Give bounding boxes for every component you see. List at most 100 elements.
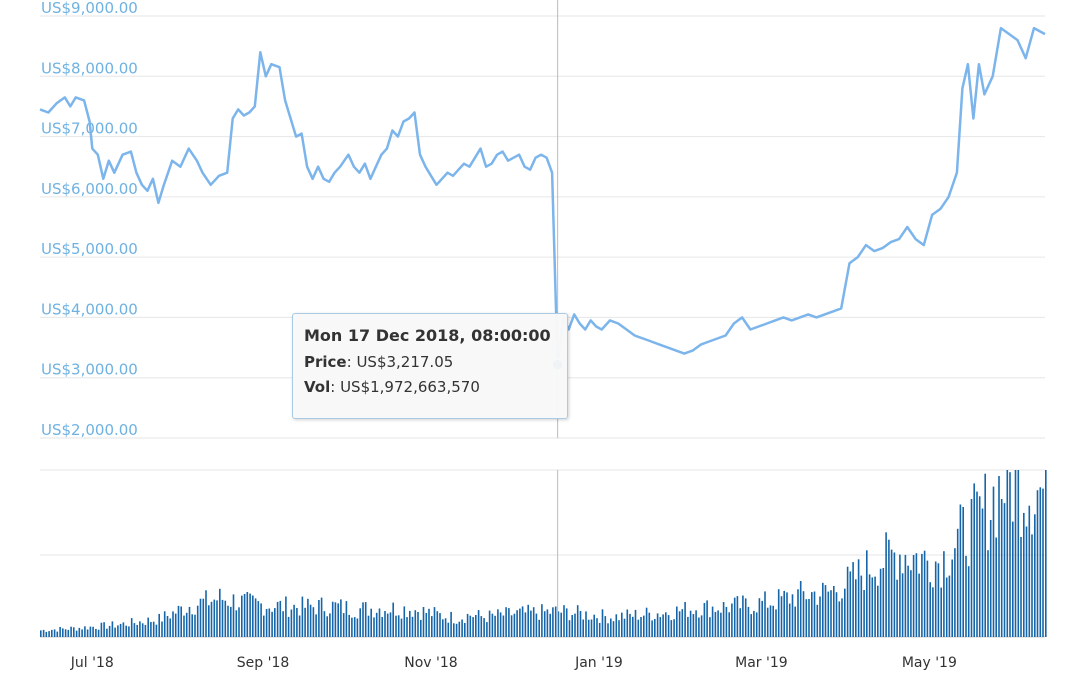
volume-bar bbox=[618, 620, 620, 637]
volume-bar bbox=[238, 607, 240, 637]
volume-bar bbox=[932, 587, 934, 637]
volume-bar bbox=[84, 626, 86, 637]
volume-bar bbox=[73, 627, 75, 637]
volume-bar bbox=[202, 598, 205, 637]
volume-bar bbox=[205, 590, 207, 637]
volume-bar bbox=[626, 609, 629, 637]
volume-bar bbox=[852, 562, 854, 637]
volume-bar bbox=[532, 607, 535, 637]
volume-bar bbox=[557, 611, 560, 637]
volume-bar bbox=[855, 579, 857, 637]
volume-bar bbox=[742, 595, 744, 637]
volume-bar bbox=[464, 623, 466, 637]
volume-bar bbox=[758, 598, 761, 637]
volume-bar bbox=[901, 573, 904, 637]
volume-bar bbox=[676, 606, 678, 637]
volume-bar bbox=[1039, 487, 1042, 637]
volume-bar bbox=[312, 607, 315, 637]
volume-bar bbox=[956, 528, 959, 637]
volume-bar bbox=[656, 613, 659, 637]
volume-bar bbox=[571, 615, 573, 637]
tooltip-vol-label: Vol bbox=[304, 378, 331, 396]
volume-bar bbox=[219, 588, 221, 637]
volume-bar bbox=[213, 599, 216, 637]
volume-bar bbox=[612, 621, 615, 637]
volume-bar bbox=[309, 604, 312, 637]
volume-bar bbox=[598, 622, 601, 637]
volume-bar bbox=[527, 604, 529, 637]
volume-bar bbox=[951, 559, 953, 637]
volume-bar bbox=[119, 623, 122, 637]
volume-bar bbox=[563, 605, 565, 637]
volume-bar bbox=[546, 609, 549, 637]
volume-bar bbox=[351, 617, 353, 637]
volume-bar bbox=[183, 615, 185, 637]
volume-bar bbox=[667, 615, 670, 637]
volume-bar bbox=[378, 608, 381, 637]
volume-bar bbox=[67, 629, 70, 637]
volume-bar bbox=[51, 629, 53, 637]
volume-bar bbox=[921, 553, 923, 637]
volume-bar bbox=[863, 590, 865, 637]
volume-bar bbox=[216, 600, 218, 637]
volume-bar bbox=[125, 625, 127, 637]
volume-bar bbox=[703, 603, 706, 637]
volume-bar bbox=[494, 615, 496, 637]
volume-bar bbox=[155, 624, 158, 637]
volume-bar bbox=[995, 537, 997, 637]
volume-bar bbox=[844, 588, 846, 637]
volume-bar bbox=[846, 566, 849, 637]
volume-bar bbox=[442, 619, 444, 637]
volume-bar bbox=[221, 599, 224, 637]
volume-bar bbox=[753, 610, 755, 637]
volume-bar bbox=[455, 623, 458, 637]
volume-bar bbox=[970, 499, 973, 637]
volume-bar bbox=[593, 614, 595, 637]
volume-bar bbox=[651, 620, 653, 637]
volume-bar bbox=[623, 618, 626, 637]
volume-bar bbox=[144, 624, 147, 637]
volume-bar bbox=[989, 520, 992, 637]
volume-bar bbox=[334, 602, 337, 637]
volume-bar bbox=[929, 582, 931, 637]
x-axis-label: Mar '19 bbox=[735, 655, 788, 671]
volume-bar bbox=[576, 605, 579, 637]
volume-bar bbox=[488, 610, 491, 637]
volume-bar bbox=[480, 616, 483, 637]
volume-bar bbox=[227, 605, 229, 637]
volume-bar bbox=[519, 608, 521, 637]
volume-bar bbox=[276, 601, 279, 637]
volume-bar bbox=[538, 619, 540, 637]
y-axis-label: US$2,000.00 bbox=[41, 421, 138, 439]
volume-bar bbox=[937, 563, 940, 637]
volume-bar bbox=[1042, 488, 1044, 637]
volume-bar bbox=[678, 611, 681, 637]
volume-bar bbox=[367, 615, 370, 637]
volume-bar bbox=[822, 582, 824, 637]
volume-bar bbox=[263, 615, 265, 637]
volume-bar bbox=[356, 618, 359, 637]
volume-bar bbox=[973, 483, 975, 637]
volume-bar bbox=[819, 596, 821, 637]
volume-bar bbox=[111, 621, 114, 637]
volume-bar bbox=[133, 623, 136, 637]
volume-bar bbox=[505, 607, 507, 637]
volume-bar bbox=[827, 591, 830, 637]
volume-bar bbox=[59, 627, 61, 637]
volume-bar bbox=[893, 552, 896, 637]
volume-bar bbox=[196, 605, 199, 637]
volume-bar bbox=[731, 603, 733, 637]
volume-bar bbox=[766, 607, 769, 637]
volume-bar bbox=[497, 609, 499, 637]
chart-tooltip: Mon 17 Dec 2018, 08:00:00 Price: US$3,21… bbox=[292, 313, 568, 419]
volume-bar bbox=[301, 596, 304, 637]
volume-bar bbox=[1036, 490, 1039, 637]
volume-bar bbox=[659, 617, 662, 637]
volume-bar bbox=[722, 602, 725, 637]
volume-bar bbox=[359, 608, 361, 637]
volume-bar bbox=[596, 618, 598, 637]
volume-bar bbox=[166, 616, 169, 637]
volume-bar bbox=[345, 601, 348, 637]
x-axis-label: Sep '18 bbox=[237, 655, 290, 671]
volume-bar bbox=[794, 606, 796, 637]
